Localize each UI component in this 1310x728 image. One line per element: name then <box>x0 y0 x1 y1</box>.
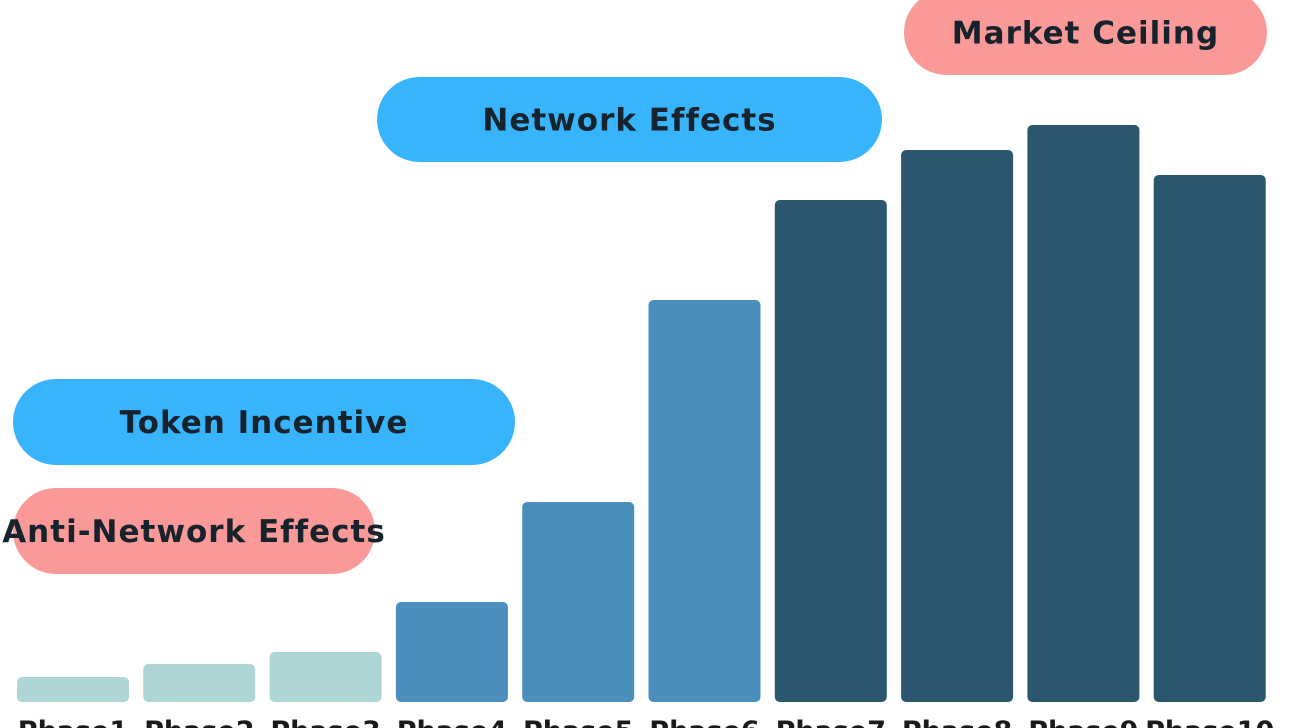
bar-phase2 <box>143 664 256 702</box>
bars-group <box>17 125 1266 702</box>
x-tick-phase1: Phase1 <box>18 716 128 728</box>
x-tick-phase2: Phase2 <box>144 716 254 728</box>
annotation-label-token-incentive: Token Incentive <box>120 405 409 441</box>
x-tick-phase6: Phase6 <box>649 716 759 728</box>
bar-phase4 <box>395 602 508 702</box>
annotation-label-anti-network-effects: Anti-Network Effects <box>2 514 386 550</box>
annotations-group: Market Ceiling Network Effects Token Incen… <box>2 0 1267 574</box>
annotation-network-effects: Network Effects <box>377 77 882 162</box>
x-tick-phase10: Phase10 <box>1145 716 1274 728</box>
annotation-pill-anti-network-effects <box>13 488 375 574</box>
annotation-pill-token-incentive <box>13 379 515 465</box>
x-tick-phase4: Phase4 <box>397 716 507 728</box>
x-tick-phase7: Phase7 <box>776 716 886 728</box>
annotation-pill-market-ceiling <box>904 0 1267 75</box>
annotation-pill-network-effects <box>377 77 882 162</box>
annotation-label-network-effects: Network Effects <box>482 103 776 139</box>
bar-phase5 <box>522 502 635 702</box>
annotation-market-ceiling: Market Ceiling <box>904 0 1267 75</box>
x-tick-phase5: Phase5 <box>523 716 633 728</box>
bar-phase7 <box>774 200 887 702</box>
x-tick-phase8: Phase8 <box>902 716 1012 728</box>
annotation-token-incentive: Token Incentive <box>13 379 515 465</box>
x-tick-phase9: Phase9 <box>1028 716 1138 728</box>
annotation-anti-network-effects: Anti-Network Effects <box>2 488 386 574</box>
annotation-label-market-ceiling: Market Ceiling <box>952 16 1219 52</box>
x-axis-ticks: Phase1 Phase2 Phase3 Phase4 Phase5 Phase6 Phas… <box>18 716 1274 728</box>
bar-phase8 <box>901 150 1014 702</box>
bar-phase10 <box>1153 175 1266 702</box>
x-tick-phase3: Phase3 <box>270 716 380 728</box>
bar-phase1 <box>17 677 129 702</box>
bar-phase3 <box>269 652 382 702</box>
bar-phase6 <box>648 300 761 702</box>
bar-phase9 <box>1027 125 1140 702</box>
